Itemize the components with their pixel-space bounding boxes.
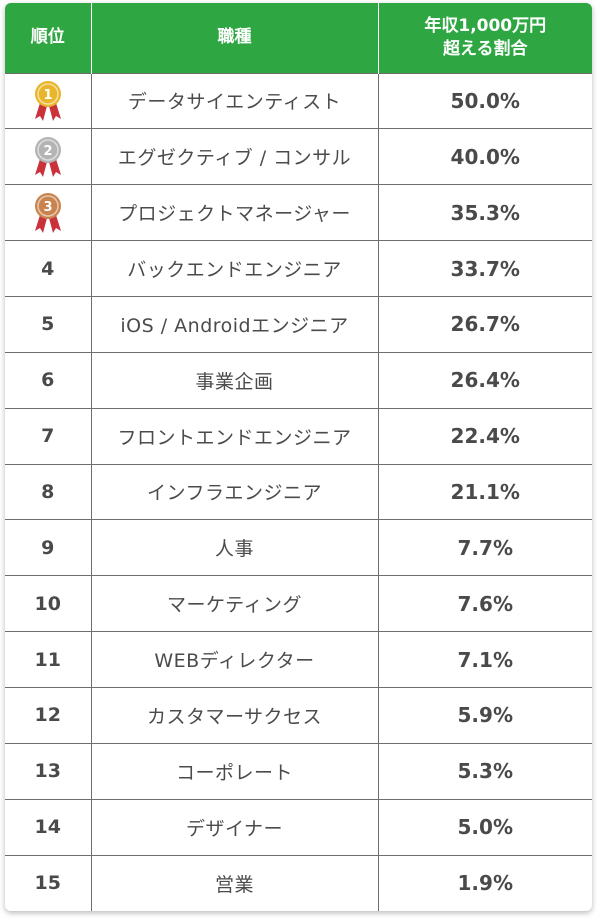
table-row: 7 フロントエンドエンジニア 22.4% [5, 407, 592, 465]
rank-cell: 14 [5, 798, 92, 856]
table-row: 4 バックエンドエンジニア 33.7% [5, 240, 592, 297]
ranking-table: 順位 職種 年収1,000万円 超える割合 1 データサイエンティスト 50.0% 2… [5, 3, 592, 911]
medal-rank-number: 2 [43, 144, 52, 159]
rank-cell: 2 [5, 128, 92, 185]
table-row: 13 コーポレート 5.3% [5, 742, 592, 800]
gold-medal-icon: 1 [34, 80, 61, 121]
header-row: 順位 職種 年収1,000万円 超える割合 [5, 3, 592, 73]
bronze-medal-icon: 3 [34, 192, 61, 233]
header-percent-line1: 年収1,000万円 [424, 15, 547, 36]
percent-cell: 21.1% [378, 463, 592, 520]
percent-cell: 26.7% [378, 295, 592, 353]
job-title-cell: フロントエンドエンジニア [91, 407, 379, 465]
percent-cell: 40.0% [378, 128, 592, 185]
rank-cell: 7 [5, 407, 92, 465]
percent-cell: 26.4% [378, 351, 592, 409]
table-row: 8 インフラエンジニア 21.1% [5, 463, 592, 520]
job-title-cell: 人事 [91, 519, 379, 576]
percent-cell: 5.0% [378, 798, 592, 856]
percent-cell: 35.3% [378, 184, 592, 241]
job-title-cell: バックエンドエンジニア [91, 240, 379, 297]
percent-cell: 5.9% [378, 686, 592, 744]
header-rank: 順位 [5, 3, 92, 73]
table-header: 順位 職種 年収1,000万円 超える割合 [5, 3, 592, 73]
table-row: 1 データサイエンティスト 50.0% [5, 72, 592, 129]
percent-cell: 1.9% [378, 854, 592, 911]
percent-cell: 5.3% [378, 742, 592, 800]
table-row: 12 カスタマーサクセス 5.9% [5, 686, 592, 744]
table-row: 2 エグゼクティブ / コンサル 40.0% [5, 128, 592, 185]
rank-cell: 5 [5, 295, 92, 353]
rank-cell: 9 [5, 519, 92, 576]
percent-cell: 50.0% [378, 72, 592, 129]
job-title-cell: カスタマーサクセス [91, 686, 379, 744]
job-title-cell: プロジェクトマネージャー [91, 184, 379, 241]
rank-cell: 13 [5, 742, 92, 800]
percent-cell: 33.7% [378, 240, 592, 297]
header-percent-line2: 超える割合 [443, 38, 528, 59]
job-title-cell: 事業企画 [91, 351, 379, 409]
table-row: 9 人事 7.7% [5, 519, 592, 576]
table-row: 15 営業 1.9% [5, 854, 592, 911]
header-percent: 年収1,000万円 超える割合 [378, 3, 592, 73]
table-row: 11 WEBディレクター 7.1% [5, 631, 592, 688]
rank-cell: 1 [5, 72, 92, 129]
job-title-cell: インフラエンジニア [91, 463, 379, 520]
rank-cell: 10 [5, 575, 92, 632]
medal-rank-number: 3 [43, 200, 52, 215]
job-title-cell: iOS / Androidエンジニア [91, 295, 379, 353]
header-job: 職種 [91, 3, 379, 73]
table-body: 1 データサイエンティスト 50.0% 2 エグゼクティブ / コンサル 40.0% 3 プロ… [5, 72, 592, 911]
rank-cell: 3 [5, 184, 92, 241]
percent-cell: 7.1% [378, 631, 592, 688]
rank-cell: 4 [5, 240, 92, 297]
medal-rank-number: 1 [43, 88, 52, 103]
percent-cell: 7.6% [378, 575, 592, 632]
rank-cell: 8 [5, 463, 92, 520]
rank-cell: 12 [5, 686, 92, 744]
rank-cell: 6 [5, 351, 92, 409]
rank-cell: 11 [5, 631, 92, 688]
percent-cell: 22.4% [378, 407, 592, 465]
rank-cell: 15 [5, 854, 92, 911]
table-row: 14 デザイナー 5.0% [5, 798, 592, 856]
job-title-cell: マーケティング [91, 575, 379, 632]
job-title-cell: コーポレート [91, 742, 379, 800]
job-title-cell: エグゼクティブ / コンサル [91, 128, 379, 185]
table-row: 10 マーケティング 7.6% [5, 575, 592, 632]
job-title-cell: データサイエンティスト [91, 72, 379, 129]
silver-medal-icon: 2 [34, 136, 61, 177]
table-row: 5 iOS / Androidエンジニア 26.7% [5, 295, 592, 353]
table-row: 6 事業企画 26.4% [5, 351, 592, 409]
table-row: 3 プロジェクトマネージャー 35.3% [5, 184, 592, 241]
job-title-cell: デザイナー [91, 798, 379, 856]
ranking-card: 順位 職種 年収1,000万円 超える割合 1 データサイエンティスト 50.0% 2… [5, 3, 592, 911]
job-title-cell: WEBディレクター [91, 631, 379, 688]
job-title-cell: 営業 [91, 854, 379, 911]
percent-cell: 7.7% [378, 519, 592, 576]
